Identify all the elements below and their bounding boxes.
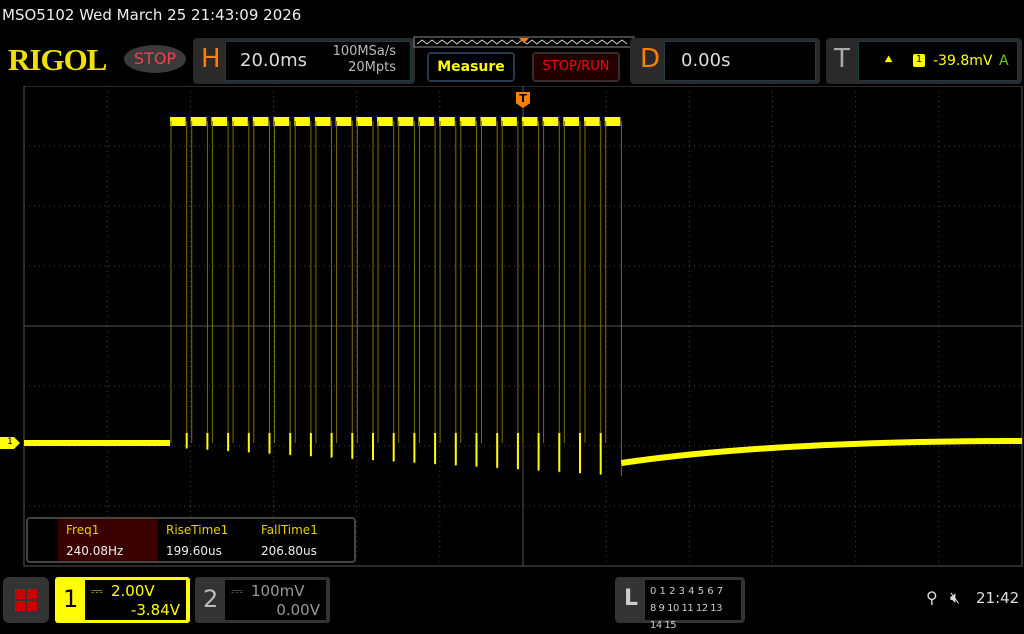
trigger-mode: A bbox=[999, 53, 1009, 69]
ch1-recovery bbox=[620, 438, 1023, 466]
ch1-pulse-high bbox=[232, 117, 248, 126]
sample-rate: 100MSa/s bbox=[332, 44, 396, 59]
grid-menu-icon bbox=[15, 589, 37, 611]
ch1-pulse-high bbox=[584, 117, 600, 126]
delay-label: D bbox=[640, 44, 661, 74]
waveform-display[interactable] bbox=[0, 86, 1024, 568]
ch1-offset-marker[interactable]: 1 bbox=[0, 437, 20, 449]
ch1-pulse-high bbox=[397, 117, 414, 126]
ch1-pulse-high bbox=[542, 117, 559, 126]
ch1-pulse-high bbox=[563, 117, 579, 126]
trigger-time-marker[interactable]: T bbox=[516, 92, 530, 108]
ch1-pulse-high bbox=[314, 117, 331, 126]
trigger-source: 1 bbox=[913, 54, 925, 67]
dc-coupling-icon: ⎓ bbox=[91, 582, 103, 600]
ch1-pulse-high bbox=[294, 117, 310, 126]
window-title: MSO5102 Wed March 25 21:43:09 2026 bbox=[2, 6, 302, 24]
ch1-pulse-high bbox=[377, 117, 393, 126]
channel2-number: 2 bbox=[203, 585, 219, 613]
ch1-offset: -3.84V bbox=[130, 601, 180, 619]
trigger-level: -39.8mV bbox=[933, 53, 993, 69]
measurement-fall-time[interactable]: FallTime1 206.80us bbox=[261, 523, 318, 558]
logic-channels-row1: 0 1 2 3 4 5 6 7 bbox=[650, 586, 724, 597]
channel1-panel[interactable]: 1 ⎓ 2.00V -3.84V bbox=[55, 577, 190, 623]
ch1-pulse-high bbox=[190, 117, 207, 126]
channel2-panel[interactable]: 2 ⎓ 100mV 0.00V bbox=[195, 577, 330, 623]
trigger-position-marker bbox=[519, 38, 529, 43]
ch1-pulse-high bbox=[501, 117, 517, 126]
rising-edge-icon: ⯅ bbox=[883, 52, 895, 68]
measurement-panel: Freq1 240.08Hz RiseTime1 199.60us FallTime… bbox=[26, 517, 356, 563]
ch1-scale: 2.00V bbox=[111, 582, 155, 600]
ch1-pulse-high bbox=[356, 117, 372, 126]
ch1-pulse-high bbox=[459, 117, 476, 126]
trigger-label: T bbox=[834, 44, 850, 74]
ch1-pulse-high bbox=[252, 117, 269, 126]
memory-position-bar[interactable] bbox=[413, 36, 635, 50]
measurement-rise-time[interactable]: RiseTime1 199.60us bbox=[166, 523, 229, 558]
ch1-pulse-high bbox=[480, 117, 497, 126]
logic-label: L bbox=[624, 586, 639, 611]
horizontal-panel[interactable]: H 20.0ms 100MSa/s 20Mpts bbox=[193, 38, 415, 84]
delay-panel[interactable]: D 0.00s bbox=[630, 38, 820, 84]
main-menu-button[interactable] bbox=[3, 577, 49, 623]
ch1-pulse-high bbox=[170, 117, 186, 126]
ch1-pulse-high bbox=[211, 117, 228, 126]
dc-coupling-icon: ⎓ bbox=[231, 582, 243, 600]
ch2-scale: 100mV bbox=[251, 582, 305, 600]
timebase-value: 20.0ms bbox=[240, 50, 307, 71]
speaker-muted-icon[interactable]: 🔇︎ bbox=[950, 588, 961, 607]
horizontal-label: H bbox=[201, 44, 221, 74]
ch1-pulse-high bbox=[335, 117, 352, 126]
logic-channels-row2: 8 9 10 11 12 13 14 15 bbox=[650, 603, 723, 631]
logic-panel[interactable]: L 0 1 2 3 4 5 6 7 8 9 10 11 12 13 14 15 bbox=[615, 577, 745, 631]
ch1-pulse-high bbox=[604, 117, 621, 126]
ch1-pulse-high bbox=[439, 117, 455, 126]
ch1-pulse-high bbox=[418, 117, 435, 126]
channel1-number: 1 bbox=[63, 585, 79, 613]
stop-run-button[interactable]: STOP/RUN bbox=[532, 52, 620, 82]
ch2-offset: 0.00V bbox=[276, 601, 320, 619]
usb-icon: ⚲ bbox=[926, 588, 938, 607]
measurement-freq[interactable]: Freq1 240.08Hz bbox=[58, 519, 158, 561]
ch1-pulse-high bbox=[521, 117, 538, 126]
clock: 21:42 bbox=[976, 589, 1020, 607]
measure-button[interactable]: Measure bbox=[427, 52, 515, 82]
delay-value: 0.00s bbox=[681, 50, 731, 71]
memory-depth: 20Mpts bbox=[348, 60, 396, 75]
trigger-panel[interactable]: T ⯅ 1 -39.8mV A bbox=[826, 38, 1022, 84]
rigol-logo: RIGOL bbox=[8, 42, 107, 77]
run-state-badge[interactable]: STOP bbox=[124, 45, 186, 73]
ch1-pulse-high bbox=[273, 117, 290, 126]
